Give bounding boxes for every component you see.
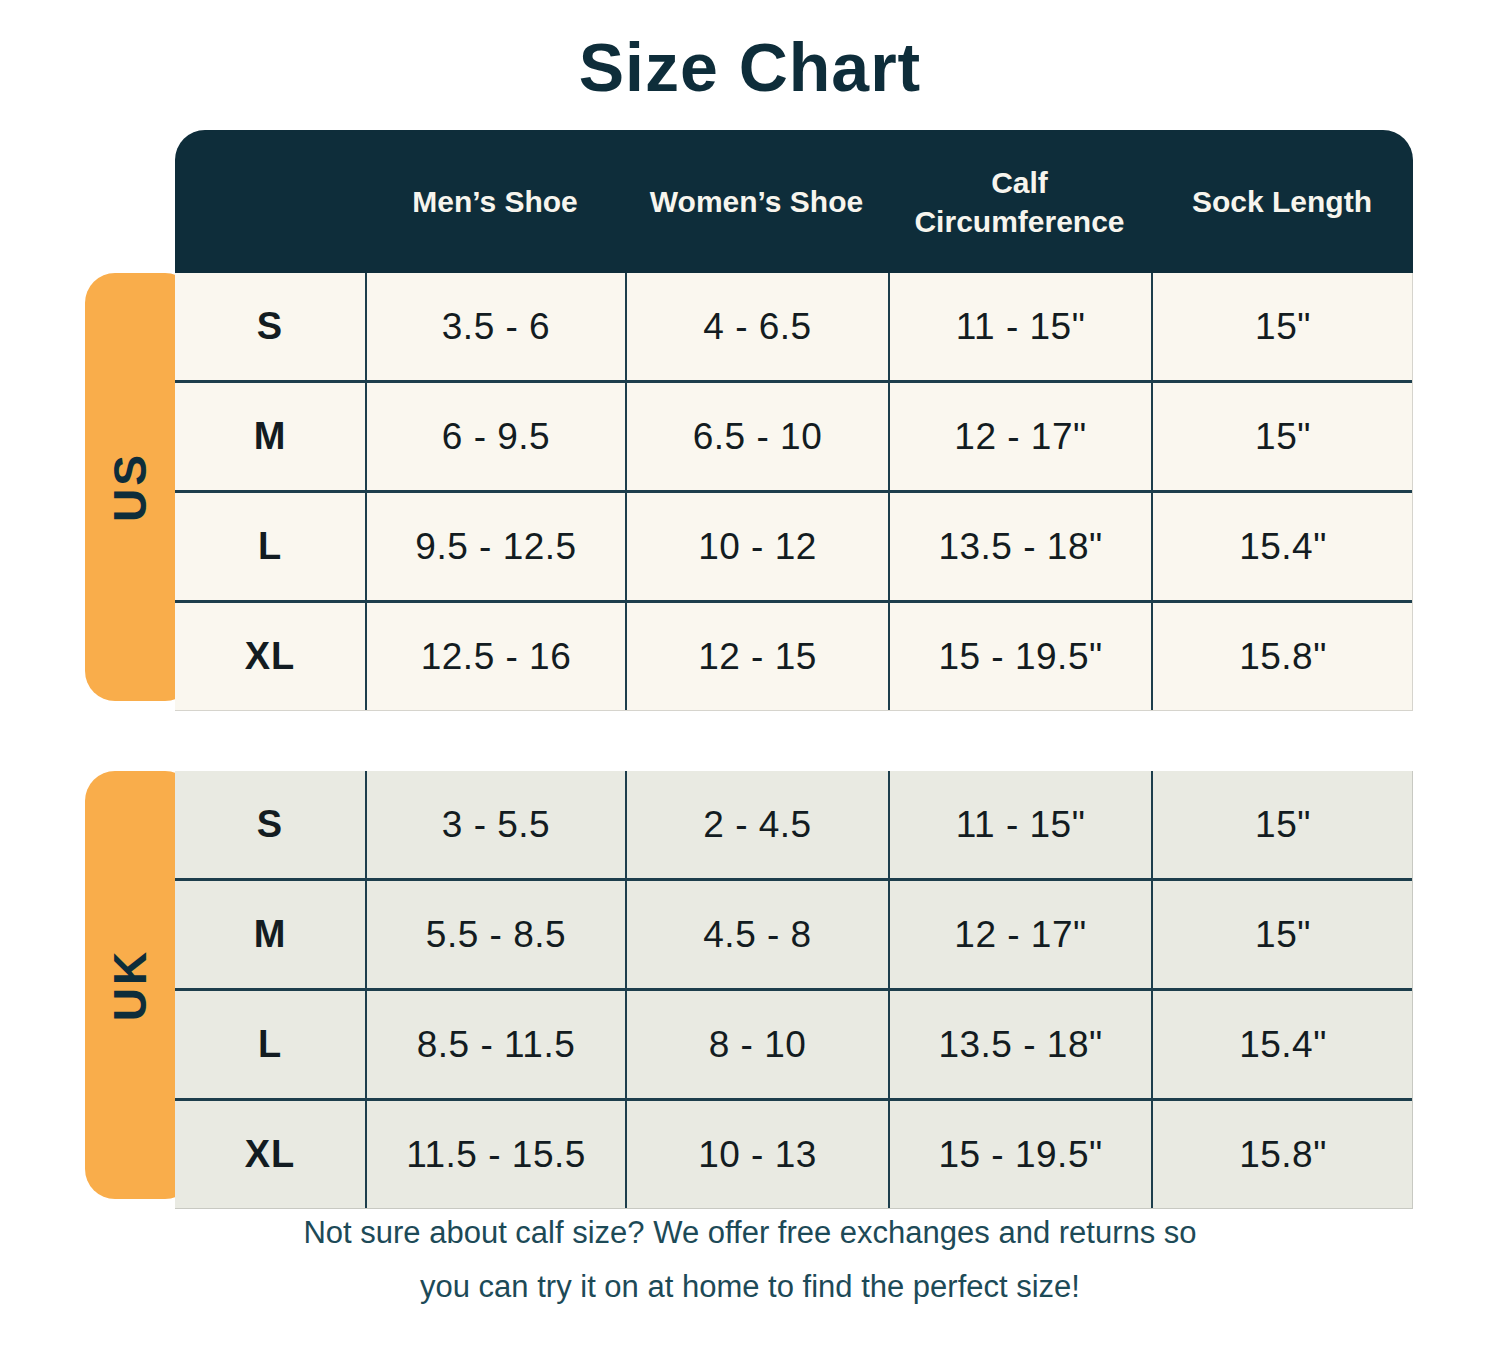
header-womens-shoe: Women’s Shoe xyxy=(625,182,888,221)
footer-note-line-1: Not sure about calf size? We offer free … xyxy=(0,1206,1500,1260)
womens-shoe-cell: 4 - 6.5 xyxy=(625,273,888,380)
size-cell: S xyxy=(175,771,365,878)
sock-length-cell: 15.8" xyxy=(1151,1101,1413,1208)
us-region-label: US xyxy=(103,452,157,522)
mens-shoe-cell: 3.5 - 6 xyxy=(365,273,625,380)
calf-circumference-cell: 12 - 17" xyxy=(888,881,1151,988)
footer-note-line-2: you can try it on at home to find the pe… xyxy=(0,1260,1500,1314)
us-table-body: S 3.5 - 6 4 - 6.5 11 - 15" 15" M 6 - 9.5… xyxy=(175,273,1413,711)
page-title: Size Chart xyxy=(0,28,1500,106)
womens-shoe-cell: 10 - 13 xyxy=(625,1101,888,1208)
table-row: XL 11.5 - 15.5 10 - 13 15 - 19.5" 15.8" xyxy=(175,1098,1412,1208)
uk-table: S 3 - 5.5 2 - 4.5 11 - 15" 15" M 5.5 - 8… xyxy=(175,771,1413,1209)
calf-circumference-cell: 15 - 19.5" xyxy=(888,1101,1151,1208)
calf-circumference-cell: 11 - 15" xyxy=(888,771,1151,878)
size-cell: M xyxy=(175,881,365,988)
mens-shoe-cell: 5.5 - 8.5 xyxy=(365,881,625,988)
calf-circumference-cell: 13.5 - 18" xyxy=(888,991,1151,1098)
womens-shoe-cell: 6.5 - 10 xyxy=(625,383,888,490)
sock-length-cell: 15.8" xyxy=(1151,603,1413,710)
uk-section: UK S 3 - 5.5 2 - 4.5 11 - 15" 15" M 5.5 … xyxy=(85,771,1415,1209)
table-row: XL 12.5 - 16 12 - 15 15 - 19.5" 15.8" xyxy=(175,600,1412,710)
us-table: Men’s Shoe Women’s Shoe Calf Circumferen… xyxy=(175,130,1413,711)
header-calf-circumference: Calf Circumference xyxy=(888,163,1151,241)
header-sock-length: Sock Length xyxy=(1151,182,1413,221)
mens-shoe-cell: 12.5 - 16 xyxy=(365,603,625,710)
table-row: M 5.5 - 8.5 4.5 - 8 12 - 17" 15" xyxy=(175,878,1412,988)
size-chart-page: Size Chart US Men’s Shoe Women’s Shoe Ca… xyxy=(0,0,1500,1350)
calf-circumference-cell: 11 - 15" xyxy=(888,273,1151,380)
table-row: S 3 - 5.5 2 - 4.5 11 - 15" 15" xyxy=(175,771,1412,878)
sock-length-cell: 15.4" xyxy=(1151,493,1413,600)
size-cell: XL xyxy=(175,603,365,710)
sock-length-cell: 15" xyxy=(1151,881,1413,988)
mens-shoe-cell: 9.5 - 12.5 xyxy=(365,493,625,600)
mens-shoe-cell: 6 - 9.5 xyxy=(365,383,625,490)
table-row: S 3.5 - 6 4 - 6.5 11 - 15" 15" xyxy=(175,273,1412,380)
table-row: L 8.5 - 11.5 8 - 10 13.5 - 18" 15.4" xyxy=(175,988,1412,1098)
table-header-row: Men’s Shoe Women’s Shoe Calf Circumferen… xyxy=(175,130,1413,273)
uk-table-body: S 3 - 5.5 2 - 4.5 11 - 15" 15" M 5.5 - 8… xyxy=(175,771,1413,1209)
womens-shoe-cell: 4.5 - 8 xyxy=(625,881,888,988)
mens-shoe-cell: 3 - 5.5 xyxy=(365,771,625,878)
size-chart: US Men’s Shoe Women’s Shoe Calf Circumfe… xyxy=(85,130,1415,1209)
header-mens-shoe: Men’s Shoe xyxy=(365,182,625,221)
uk-region-label: UK xyxy=(103,949,157,1021)
sock-length-cell: 15" xyxy=(1151,273,1413,380)
mens-shoe-cell: 8.5 - 11.5 xyxy=(365,991,625,1098)
calf-circumference-cell: 15 - 19.5" xyxy=(888,603,1151,710)
womens-shoe-cell: 12 - 15 xyxy=(625,603,888,710)
sock-length-cell: 15" xyxy=(1151,383,1413,490)
table-row: L 9.5 - 12.5 10 - 12 13.5 - 18" 15.4" xyxy=(175,490,1412,600)
footer-note: Not sure about calf size? We offer free … xyxy=(0,1206,1500,1314)
size-cell: L xyxy=(175,991,365,1098)
womens-shoe-cell: 8 - 10 xyxy=(625,991,888,1098)
size-cell: L xyxy=(175,493,365,600)
sock-length-cell: 15" xyxy=(1151,771,1413,878)
us-section: US Men’s Shoe Women’s Shoe Calf Circumfe… xyxy=(85,130,1415,711)
womens-shoe-cell: 10 - 12 xyxy=(625,493,888,600)
sock-length-cell: 15.4" xyxy=(1151,991,1413,1098)
table-row: M 6 - 9.5 6.5 - 10 12 - 17" 15" xyxy=(175,380,1412,490)
size-cell: XL xyxy=(175,1101,365,1208)
calf-circumference-cell: 12 - 17" xyxy=(888,383,1151,490)
mens-shoe-cell: 11.5 - 15.5 xyxy=(365,1101,625,1208)
womens-shoe-cell: 2 - 4.5 xyxy=(625,771,888,878)
size-cell: M xyxy=(175,383,365,490)
calf-circumference-cell: 13.5 - 18" xyxy=(888,493,1151,600)
size-cell: S xyxy=(175,273,365,380)
